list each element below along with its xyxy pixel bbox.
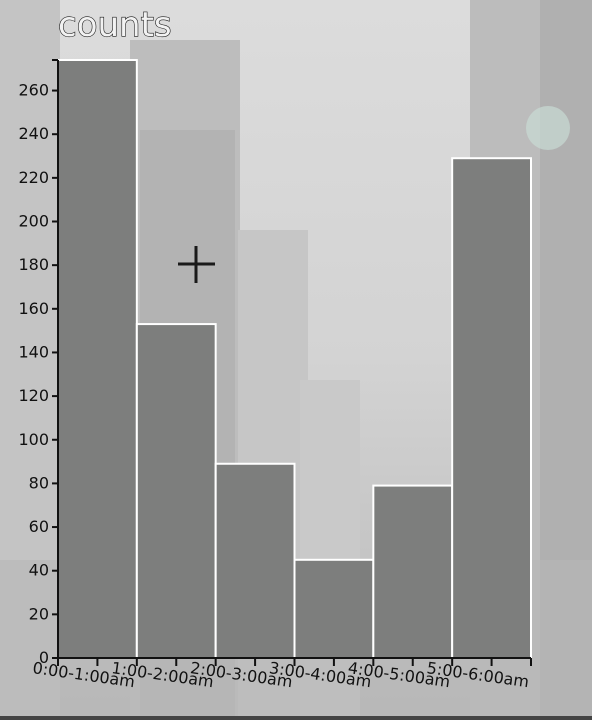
bars-group bbox=[57, 59, 532, 660]
y-axis: 0 20 40 60 80 100 120 140 160 180 200 220 240 260 bbox=[18, 59, 59, 667]
bar-1 bbox=[135, 323, 217, 659]
y-tick-label: 120 bbox=[18, 386, 49, 405]
y-tick-label: 240 bbox=[18, 124, 49, 143]
y-tick-label: 0 bbox=[39, 648, 49, 667]
y-tick-label: 80 bbox=[29, 473, 49, 492]
y-tick-label: 20 bbox=[29, 604, 49, 623]
x-axis: 0:00-1:00am1:00-2:00am2:00-3:00am3:00-4:… bbox=[31, 657, 532, 691]
chart-title: counts bbox=[58, 5, 172, 45]
bar-5 bbox=[451, 157, 532, 660]
bar-0 bbox=[57, 59, 138, 659]
y-tick-label: 260 bbox=[18, 81, 49, 100]
bar-2 bbox=[214, 462, 296, 659]
y-tick-label: 140 bbox=[18, 342, 49, 361]
y-tick-label: 220 bbox=[18, 168, 49, 187]
bar-3 bbox=[293, 558, 375, 660]
y-tick-label: 60 bbox=[29, 517, 49, 536]
y-tick-label: 180 bbox=[18, 255, 49, 274]
y-tick-label: 100 bbox=[18, 430, 49, 449]
y-tick-label: 200 bbox=[18, 212, 49, 231]
y-tick-label: 160 bbox=[18, 299, 49, 318]
bar-4 bbox=[372, 484, 454, 660]
y-tick-label: 40 bbox=[29, 561, 49, 580]
crosshair-icon bbox=[178, 246, 215, 283]
